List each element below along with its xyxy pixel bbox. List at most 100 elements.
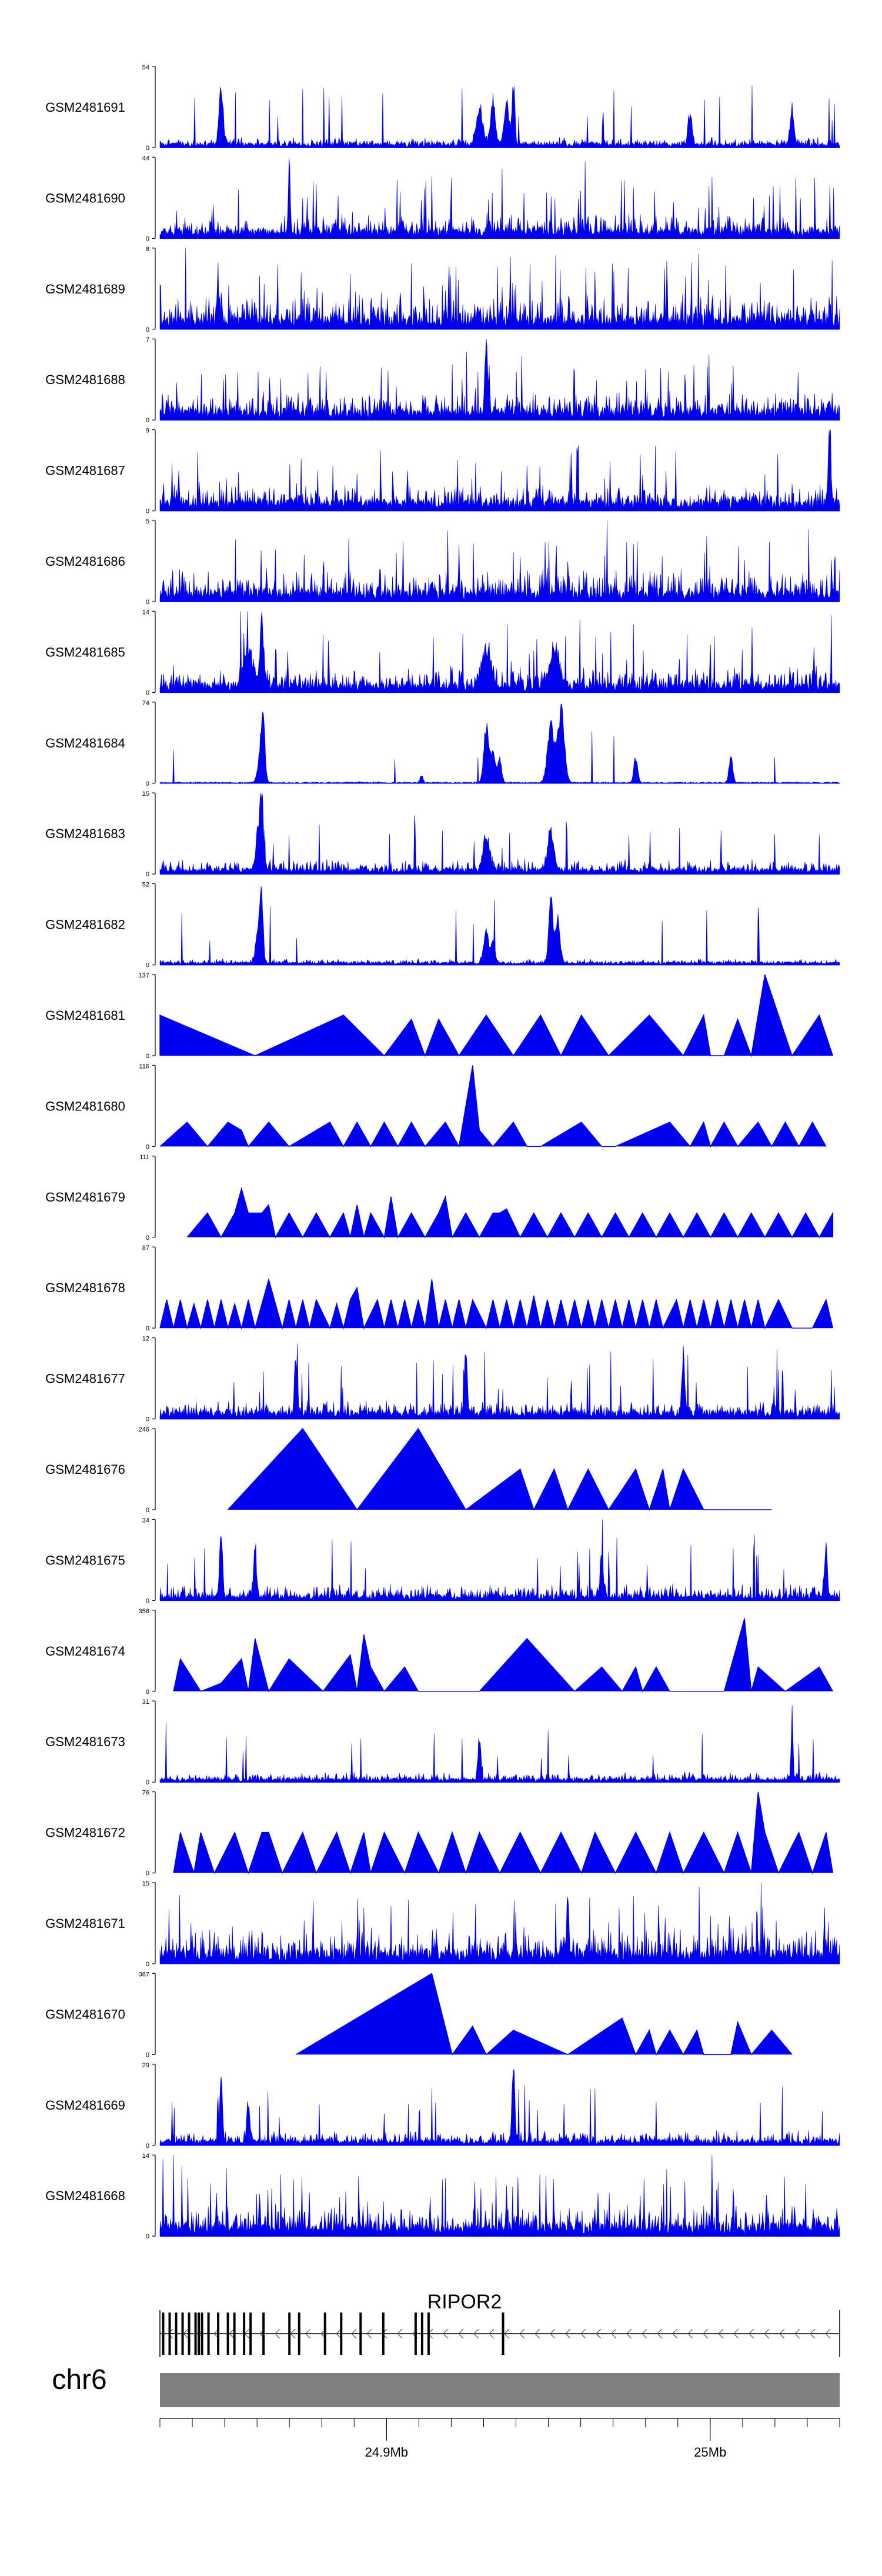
coverage-area <box>228 1427 772 1511</box>
track-label: GSM2481675 <box>45 1553 125 1567</box>
strand-arrow <box>550 2328 556 2339</box>
y-max-label: 44 <box>142 155 149 162</box>
coverage-area <box>159 886 840 965</box>
track-label: GSM2481683 <box>45 826 125 841</box>
y-max-label: 246 <box>139 1426 149 1433</box>
y-max-label: 7 <box>146 336 149 343</box>
track-label: GSM2481672 <box>45 1826 125 1840</box>
coverage-area <box>173 1791 834 1874</box>
y-max-label: 387 <box>139 1971 149 1978</box>
strand-arrow <box>168 2328 173 2339</box>
track-label: GSM2481677 <box>45 1372 125 1386</box>
strand-arrow <box>733 2328 739 2339</box>
genome-axis-tick-label: 25Mb <box>694 2445 726 2460</box>
coverage-area <box>159 1343 840 1419</box>
strand-arrow <box>229 2328 235 2339</box>
chromosome-axis: chr6 24.9Mb 25Mb <box>52 2364 840 2460</box>
coverage-area <box>159 429 840 511</box>
strand-arrow <box>580 2328 586 2339</box>
coverage-area <box>159 2069 840 2146</box>
strand-arrow <box>749 2328 754 2339</box>
strand-arrow <box>519 2328 525 2339</box>
strand-arrow <box>443 2328 449 2339</box>
strand-arrow <box>611 2328 617 2339</box>
y-max-label: 52 <box>142 882 149 889</box>
coverage-area <box>159 1065 827 1148</box>
y-min-label: 0 <box>146 2143 149 2150</box>
coverage-area <box>159 339 840 421</box>
y-min-label: 0 <box>146 417 149 424</box>
track-GSM2481684: GSM2481684 74 0 <box>45 700 840 788</box>
y-min-label: 0 <box>146 1870 149 1877</box>
strand-arrow <box>764 2328 770 2339</box>
y-min-label: 0 <box>146 1507 149 1514</box>
y-max-label: 116 <box>139 1063 149 1070</box>
strand-arrow <box>336 2328 342 2339</box>
strand-arrow <box>657 2328 663 2339</box>
gene-exon <box>359 2313 362 2355</box>
strand-arrow <box>458 2328 464 2339</box>
gene-exon <box>502 2313 505 2355</box>
y-min-label: 0 <box>146 1053 149 1060</box>
coverage-area <box>159 1882 840 1964</box>
track-GSM2481688: GSM2481688 7 0 <box>45 336 840 424</box>
coverage-area <box>159 2155 840 2237</box>
track-GSM2481671: GSM2481671 15 0 <box>45 1880 840 1968</box>
track-GSM2481676: GSM2481676 246 0 <box>45 1426 772 1514</box>
gene-exon <box>249 2313 252 2355</box>
track-label: GSM2481682 <box>45 917 125 932</box>
strand-arrow <box>305 2328 311 2339</box>
strand-arrow <box>397 2328 403 2339</box>
gene-exon <box>175 2313 178 2355</box>
y-max-label: 31 <box>142 1699 149 1706</box>
track-GSM2481689: GSM2481689 8 0 <box>45 246 840 333</box>
y-min-label: 0 <box>146 1689 149 1696</box>
track-label: GSM2481676 <box>45 1462 125 1477</box>
y-min-label: 0 <box>146 1234 149 1242</box>
track-GSM2481672: GSM2481672 76 0 <box>45 1790 834 1877</box>
gene-exon <box>201 2313 203 2355</box>
gene-exon <box>226 2313 229 2355</box>
track-GSM2481674: GSM2481674 356 0 <box>45 1608 834 1696</box>
track-label: GSM2481678 <box>45 1280 125 1295</box>
track-GSM2481681: GSM2481681 137 0 <box>45 972 834 1060</box>
track-GSM2481678: GSM2481678 87 0 <box>45 1244 834 1332</box>
y-min-label: 0 <box>146 1325 149 1332</box>
coverage-area <box>159 703 840 784</box>
track-GSM2481675: GSM2481675 34 0 <box>45 1517 840 1604</box>
gene-label: RIPOR2 <box>427 2291 502 2313</box>
strand-arrow <box>718 2328 724 2339</box>
track-GSM2481673: GSM2481673 31 0 <box>45 1699 840 1786</box>
gene-exon <box>198 2313 201 2355</box>
coverage-area <box>186 1187 834 1239</box>
coverage-area <box>159 158 840 239</box>
track-label: GSM2481690 <box>45 191 125 205</box>
y-max-label: 29 <box>142 2062 149 2069</box>
track-label: GSM2481688 <box>45 372 125 387</box>
track-GSM2481669: GSM2481669 29 0 <box>45 2062 840 2150</box>
track-label: GSM2481685 <box>45 645 125 659</box>
y-min-label: 0 <box>146 235 149 242</box>
gene-exon <box>194 2313 197 2355</box>
gene-exon <box>207 2313 210 2355</box>
y-min-label: 0 <box>146 1961 149 1968</box>
y-max-label: 74 <box>142 700 149 707</box>
coverage-area <box>295 1973 793 2056</box>
track-label: GSM2481691 <box>45 100 125 115</box>
gene-exon <box>323 2313 326 2355</box>
track-label: GSM2481673 <box>45 1734 125 1749</box>
y-min-label: 0 <box>146 2051 149 2058</box>
y-max-label: 15 <box>142 790 149 798</box>
y-max-label: 111 <box>139 1154 149 1161</box>
y-max-label: 137 <box>139 972 149 979</box>
coverage-area <box>159 85 840 148</box>
strand-arrow <box>565 2328 571 2339</box>
strand-arrow <box>642 2328 647 2339</box>
gene-exon <box>168 2313 171 2355</box>
track-label: GSM2481668 <box>45 2188 125 2203</box>
coverage-area <box>159 248 840 330</box>
y-max-label: 8 <box>146 246 149 253</box>
gene-exon <box>340 2313 343 2355</box>
track-GSM2481670: GSM2481670 387 0 <box>45 1971 793 2058</box>
strand-arrow <box>596 2328 602 2339</box>
